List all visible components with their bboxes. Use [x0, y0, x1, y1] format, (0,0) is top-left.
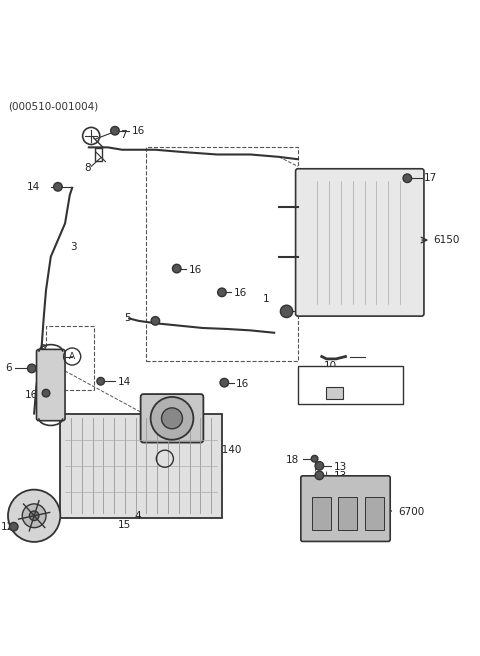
Circle shape [172, 264, 181, 273]
FancyBboxPatch shape [141, 394, 204, 443]
Circle shape [312, 455, 318, 462]
Circle shape [162, 408, 182, 429]
Text: 10: 10 [324, 361, 337, 371]
Text: 13: 13 [334, 462, 347, 472]
Bar [46, 325, 94, 390]
Circle shape [10, 522, 18, 531]
Text: (000510-001004): (000510-001004) [8, 102, 98, 112]
Text: 16: 16 [234, 288, 247, 298]
Text: 8: 8 [84, 163, 91, 173]
Bar [326, 388, 343, 400]
Circle shape [111, 127, 119, 135]
Bar [364, 497, 384, 530]
Circle shape [97, 377, 105, 385]
Text: 16: 16 [189, 264, 202, 274]
Text: 7: 7 [120, 130, 126, 140]
Text: 11: 11 [39, 494, 52, 504]
Circle shape [27, 364, 36, 373]
Circle shape [220, 379, 228, 387]
Text: 16: 16 [236, 379, 250, 388]
Text: 3: 3 [70, 242, 76, 252]
Text: 12: 12 [1, 522, 14, 532]
FancyBboxPatch shape [301, 476, 390, 541]
Text: 6: 6 [6, 363, 12, 373]
Bar [338, 497, 358, 530]
Circle shape [29, 511, 39, 520]
FancyBboxPatch shape [296, 169, 424, 316]
Text: 6150: 6150 [433, 235, 460, 245]
Bar [60, 413, 222, 518]
Text: 6140: 6140 [215, 445, 241, 455]
Text: 18: 18 [286, 455, 300, 464]
Text: A: A [69, 352, 75, 361]
Circle shape [8, 489, 60, 542]
Circle shape [280, 305, 293, 318]
Text: 16: 16 [24, 390, 38, 400]
Bar [298, 366, 403, 404]
Circle shape [315, 471, 324, 480]
Text: 5: 5 [124, 314, 131, 323]
Circle shape [42, 389, 50, 397]
Text: 14: 14 [27, 182, 40, 192]
Text: 16: 16 [132, 126, 145, 136]
Text: 15: 15 [117, 520, 131, 530]
Text: 9: 9 [39, 344, 46, 354]
Text: 6700: 6700 [398, 507, 424, 517]
Circle shape [315, 462, 324, 470]
Text: 14: 14 [117, 377, 131, 387]
Text: 4: 4 [134, 511, 141, 521]
FancyBboxPatch shape [36, 350, 65, 420]
Circle shape [217, 288, 226, 297]
Text: 17: 17 [424, 173, 437, 183]
Circle shape [151, 317, 160, 325]
Circle shape [22, 504, 46, 527]
Circle shape [403, 174, 411, 182]
Bar [312, 497, 331, 530]
Text: 2: 2 [148, 440, 155, 449]
Text: 13: 13 [334, 471, 347, 482]
Text: 1: 1 [263, 295, 269, 304]
Circle shape [151, 397, 193, 440]
Text: (W/O AIR CON): (W/O AIR CON) [317, 373, 384, 382]
Text: A: A [162, 454, 168, 463]
Bar [146, 148, 298, 361]
Bar [95, 148, 102, 161]
Circle shape [54, 182, 62, 191]
